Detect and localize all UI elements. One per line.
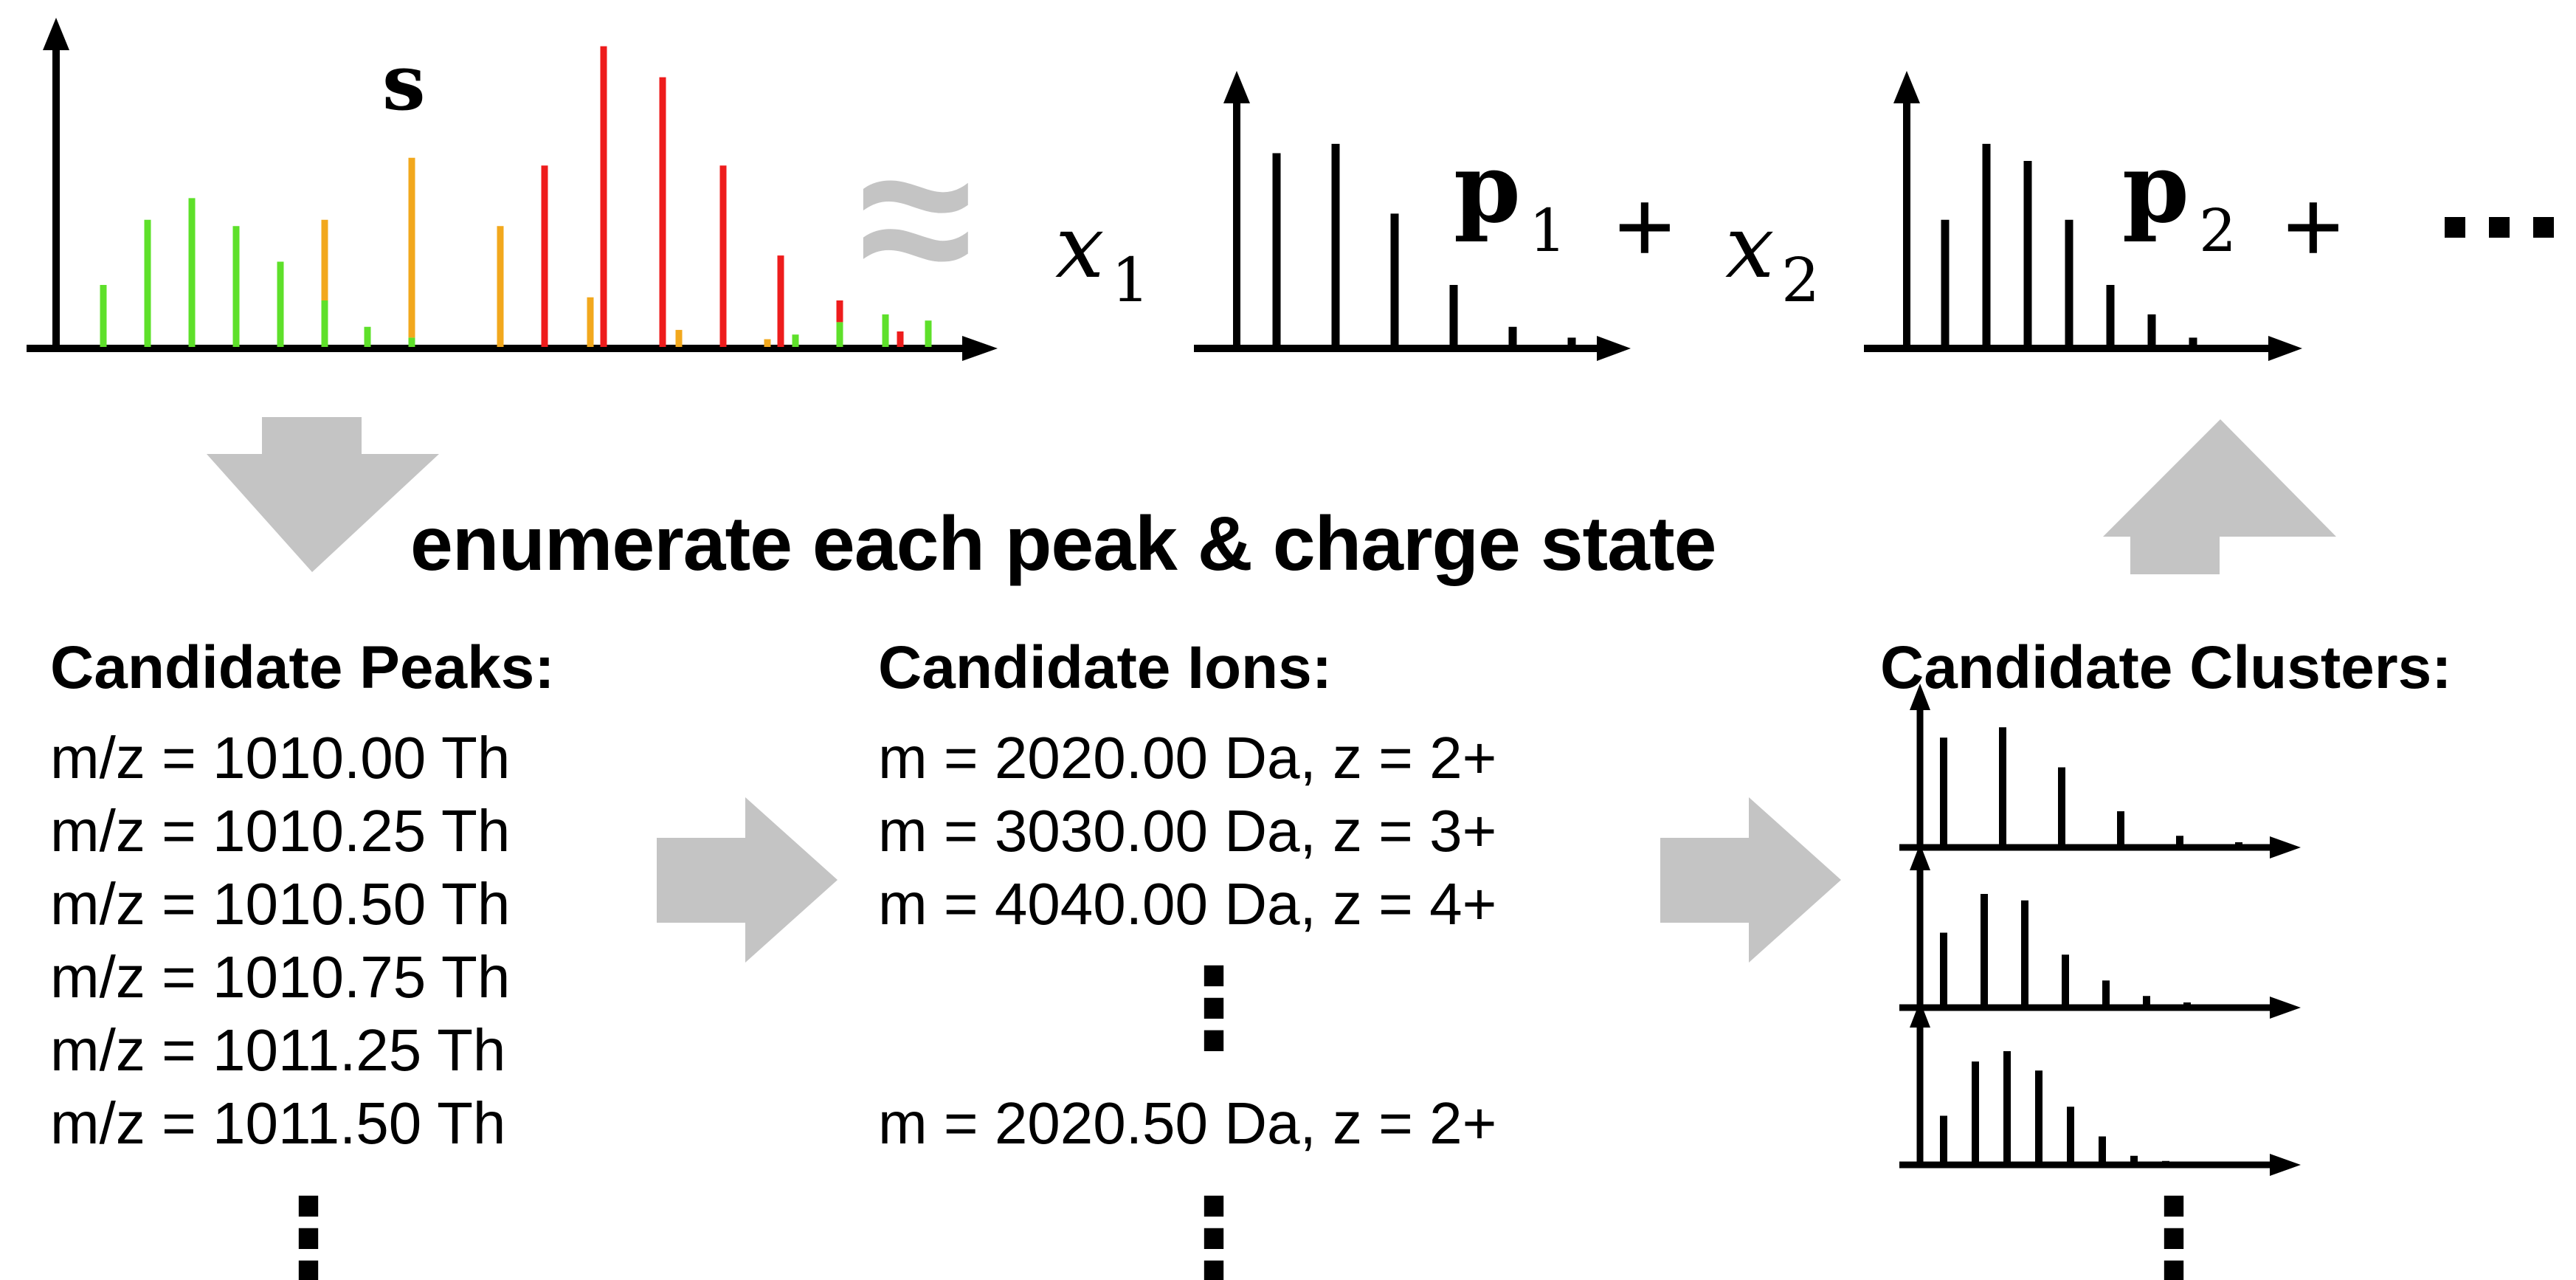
ion-row: m = 3030.00 Da, z = 3+ <box>878 798 1496 864</box>
candidate-ions-heading: Candidate Ions: <box>878 634 1332 701</box>
pattern-p2-y-arrowhead <box>1893 71 1920 103</box>
cluster-x-arrowhead <box>2270 997 2301 1019</box>
plus-sign-2: + <box>2283 168 2344 284</box>
pattern-p1-label: p <box>1454 131 1521 244</box>
pattern-p2-x-arrowhead <box>2268 336 2302 361</box>
ion-row: m = 2020.00 Da, z = 2+ <box>878 725 1496 791</box>
cluster-x-arrowhead <box>2270 1154 2301 1176</box>
pattern-p1-y-arrowhead <box>1223 71 1250 103</box>
spectrum-s-plot <box>27 18 998 361</box>
pattern-p2-label: p <box>2122 131 2189 244</box>
spectrum-s-label: s <box>382 37 426 128</box>
coefficient-x2: x <box>1725 196 1775 297</box>
candidate-clusters <box>1899 684 2301 1176</box>
candidate-clusters-heading: Candidate Clusters: <box>1880 634 2452 701</box>
coefficient-x2-subscript: 2 <box>1781 246 1820 316</box>
peak-row: m/z = 1011.25 Th <box>50 1017 505 1083</box>
clusters-vertical-ellipsis: ⋮ <box>2119 1177 2229 1280</box>
peak-row: m/z = 1010.25 Th <box>50 798 510 864</box>
pattern-p2-peaks <box>1941 143 2197 347</box>
ellipsis-dot-2 <box>2489 217 2510 238</box>
down-arrow <box>207 417 439 572</box>
coefficient-x1: x <box>1055 196 1105 297</box>
spectrum-s-peaks <box>100 46 932 347</box>
pattern-p1-peaks <box>1272 143 1576 347</box>
peak-row: m/z = 1010.00 Th <box>50 725 510 791</box>
pattern-p1-x-arrowhead <box>1597 336 1631 361</box>
pattern-p1-subscript: 1 <box>1529 196 1567 265</box>
ion-row: m = 4040.00 Da, z = 4+ <box>878 871 1496 937</box>
ellipsis-dot-1 <box>2445 217 2465 238</box>
banner-text: enumerate each peak & charge state <box>410 501 1716 587</box>
approx-symbol: ≈ <box>859 103 973 334</box>
cluster-y-arrowhead <box>1910 1001 1930 1028</box>
plus-sign-1: + <box>1615 168 1675 284</box>
cluster-plot <box>1899 684 2301 859</box>
ions-to-clusters-arrow <box>1660 797 1841 963</box>
pattern-p2-subscript: 2 <box>2199 196 2237 265</box>
cluster-y-arrowhead <box>1910 844 1930 870</box>
peak-row: m/z = 1010.50 Th <box>50 871 510 937</box>
ellipsis-dot-3 <box>2533 217 2554 238</box>
up-arrow <box>2103 419 2336 574</box>
cluster-y-arrowhead <box>1910 684 1930 710</box>
peak-row: m/z = 1011.50 Th <box>50 1090 505 1156</box>
ions-vertical-ellipsis-bottom: ⋮ <box>1158 1177 1269 1280</box>
ion-row: m = 2020.50 Da, z = 2+ <box>878 1090 1496 1156</box>
peaks-to-ions-arrow <box>657 797 838 963</box>
coefficient-x1-subscript: 1 <box>1111 246 1150 316</box>
ions-vertical-ellipsis: ⋮ <box>1158 946 1269 1070</box>
pattern-p1-plot <box>1194 71 1631 361</box>
ellipsis-dots <box>2445 217 2554 238</box>
cluster-plot <box>1899 844 2301 1019</box>
spectrum-s-x-arrowhead <box>962 336 998 361</box>
peak-row: m/z = 1010.75 Th <box>50 944 510 1010</box>
pattern-p2-plot <box>1864 71 2302 361</box>
candidate-peaks-heading: Candidate Peaks: <box>50 634 555 701</box>
cluster-x-arrowhead <box>2270 836 2301 859</box>
peaks-vertical-ellipsis: ⋮ <box>253 1177 364 1280</box>
spectrum-s-y-arrowhead <box>43 18 69 50</box>
cluster-plot <box>1899 1001 2301 1176</box>
